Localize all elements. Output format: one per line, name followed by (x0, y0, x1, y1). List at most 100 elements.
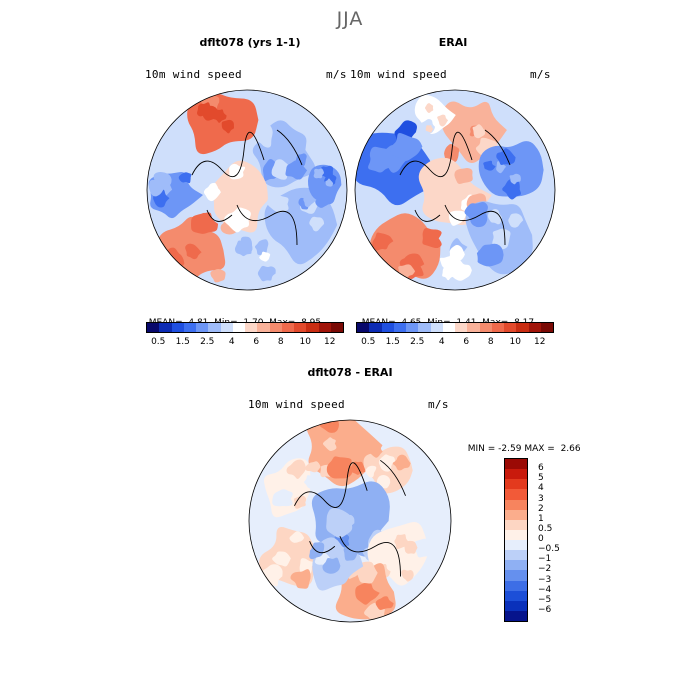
coastline-3 (206, 209, 233, 222)
field-speckle (422, 227, 442, 249)
panel-1-variable-label: 10m wind speed (145, 68, 242, 81)
colorbar-swatch-12 (504, 323, 517, 332)
field-speckle (425, 125, 434, 133)
colorbar-swatch-0 (505, 459, 527, 470)
colorbar-swatch-1 (505, 469, 527, 480)
colorbar-swatch-13 (306, 323, 319, 332)
colorbar-tick-label: 0.5 (361, 337, 376, 347)
colorbar-tick-label: −4 (538, 584, 552, 595)
coastline-0 (399, 131, 473, 178)
field-speckle (325, 178, 334, 187)
colorbar-swatch-1 (159, 323, 172, 332)
colorbar-swatch-15 (505, 610, 527, 621)
field-speckle (448, 210, 467, 226)
panel-3-min-label: MIN = (467, 444, 496, 454)
colorbar-swatch-0 (357, 323, 370, 332)
field-speckle (418, 122, 427, 132)
colorbar-swatch-15 (330, 323, 343, 332)
field-speckle (379, 145, 408, 173)
panel-3-min-value: -2.59 (498, 444, 522, 454)
figure-title: JJA (336, 8, 364, 30)
field-speckle (355, 582, 380, 605)
coastline-3 (309, 541, 336, 554)
field-speckle (390, 133, 423, 161)
colorbar-swatch-1 (369, 323, 382, 332)
coastline-1 (444, 204, 506, 246)
field-speckle (322, 557, 341, 574)
field-speckle (286, 459, 307, 480)
colorbar-tick-label: 0.5 (151, 337, 166, 347)
colorbar-swatch-2 (505, 479, 527, 490)
colorbar-tick-label: 8 (277, 337, 284, 347)
field-speckle (254, 239, 269, 256)
colorbar-swatch-4 (406, 323, 419, 332)
panel-3-variable-label: 10m wind speed (248, 398, 345, 411)
field-speckle (289, 531, 305, 543)
panel-3-max-label: MAX = (524, 444, 555, 454)
panel-2-map (354, 89, 556, 291)
field-speckle (257, 265, 276, 282)
field-speckle (223, 207, 251, 233)
panel-3-colorbar (504, 458, 528, 622)
field-speckle (229, 163, 246, 180)
field-speckle (450, 260, 472, 281)
field-speckle (378, 454, 396, 472)
map-outline (354, 89, 556, 291)
field-speckle (508, 213, 524, 228)
field-speckle (185, 243, 202, 260)
colorbar-swatch-3 (505, 489, 527, 500)
colorbar-swatch-2 (171, 323, 184, 332)
colorbar-swatch-11 (281, 323, 294, 332)
colorbar-swatch-15 (540, 323, 553, 332)
colorbar-swatch-11 (491, 323, 504, 332)
colorbar-swatch-7 (232, 323, 245, 332)
colorbar-swatch-3 (393, 323, 406, 332)
field-speckle (394, 534, 409, 550)
colorbar-swatch-0 (147, 323, 160, 332)
field-speckle (424, 103, 434, 113)
colorbar-tick-label: 5 (538, 473, 544, 484)
field-speckle (509, 173, 521, 185)
panel-2-variable-label: 10m wind speed (350, 68, 447, 81)
colorbar-tick-label: 6 (538, 463, 544, 474)
field-speckle (475, 243, 504, 267)
field-speckle (412, 538, 433, 558)
colorbar-swatch-12 (505, 580, 527, 591)
colorbar-tick-label: 4 (228, 337, 235, 347)
field-speckle (203, 184, 221, 202)
field-speckle (375, 596, 394, 611)
colorbar-tick-label: 4 (438, 337, 445, 347)
colorbar-tick-label: −5 (538, 594, 552, 605)
field-speckle (343, 545, 358, 561)
panel-1-map (146, 89, 348, 291)
colorbar-tick-label: −2 (538, 564, 552, 575)
panel-3-map (248, 419, 452, 623)
field-speckle (365, 465, 377, 478)
colorbar-tick-label: 1.5 (385, 337, 400, 347)
colorbar-swatch-5 (505, 509, 527, 520)
field-speckle (272, 551, 291, 567)
field-speckle (311, 542, 325, 555)
field-speckle (272, 489, 293, 507)
panel-1-title: dflt078 (yrs 1-1) (199, 36, 301, 49)
colorbar-swatch-7 (505, 529, 527, 540)
field-speckle (449, 244, 465, 263)
colorbar-swatch-14 (528, 323, 541, 332)
colorbar-tick-label: −6 (538, 604, 552, 615)
colorbar-swatch-14 (318, 323, 331, 332)
colorbar-tick-label: 2.5 (200, 337, 215, 347)
field-speckle (338, 514, 355, 534)
field-speckle (392, 454, 411, 471)
coastline-3 (414, 209, 441, 222)
colorbar-tick-label: 6 (253, 337, 260, 347)
colorbar-swatch-4 (196, 323, 209, 332)
colorbar-tick-label: 3 (538, 493, 544, 504)
field-speckle (502, 178, 521, 200)
colorbar-tick-label: 0 (538, 534, 544, 544)
panel-1-units-label: m/s (326, 68, 347, 81)
field-speckle (472, 124, 486, 139)
colorbar-tick-label: −1 (538, 554, 552, 565)
colorbar-tick-label: 10 (299, 337, 311, 347)
colorbar-swatch-9 (257, 323, 270, 332)
colorbar-swatch-4 (505, 499, 527, 510)
